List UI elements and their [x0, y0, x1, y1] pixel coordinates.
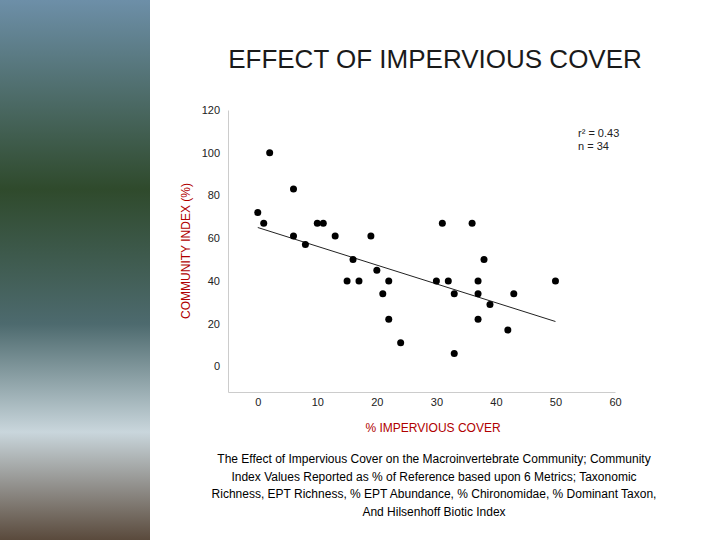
caption-line: The Effect of Impervious Cover on the Ma…	[217, 452, 650, 466]
caption-line: And Hilsenhoff Biotic Index	[362, 505, 505, 519]
point	[379, 290, 386, 297]
point	[469, 220, 476, 227]
caption-line: Index Values Reported as % of Reference …	[231, 470, 636, 484]
point	[254, 209, 261, 216]
y-tick-label: 60	[208, 232, 220, 244]
y-tick-label: 40	[208, 275, 220, 287]
y-tick: 120	[202, 104, 228, 116]
y-tick: 40	[208, 275, 228, 287]
y-tick-label: 120	[202, 104, 220, 116]
x-tick: 40	[490, 392, 502, 408]
x-tick: 60	[609, 392, 621, 408]
point	[290, 186, 297, 193]
point	[350, 256, 357, 263]
x-tick: 20	[371, 392, 383, 408]
x-tick-label: 60	[609, 396, 621, 408]
point	[290, 233, 297, 240]
x-tick-label: 20	[371, 396, 383, 408]
y-tick-label: 100	[202, 147, 220, 159]
point	[439, 220, 446, 227]
point	[320, 220, 327, 227]
y-axis-title: COMMUNITY INDEX (%)	[179, 183, 193, 319]
x-tick-label: 40	[490, 396, 502, 408]
x-axis: 0 10 20 30 40 50 60	[229, 392, 622, 408]
caption: The Effect of Impervious Cover on the Ma…	[212, 452, 657, 519]
plot-area	[254, 149, 559, 357]
y-tick: 20	[208, 318, 228, 330]
y-tick: 0	[214, 360, 228, 372]
point	[481, 256, 488, 263]
point	[385, 277, 392, 284]
slide: EFFECT OF IMPERVIOUS COVER01020304050600…	[0, 0, 720, 540]
x-tick: 10	[312, 392, 324, 408]
point	[302, 241, 309, 248]
point	[475, 277, 482, 284]
point	[266, 149, 273, 156]
y-tick: 60	[208, 232, 228, 244]
x-tick-label: 0	[255, 396, 261, 408]
point	[445, 277, 452, 284]
x-axis-line	[229, 392, 616, 393]
point	[451, 350, 458, 357]
annotation: n = 34	[578, 140, 609, 152]
y-axis-line	[228, 111, 229, 393]
point	[355, 277, 362, 284]
point	[367, 233, 374, 240]
point	[552, 277, 559, 284]
point	[504, 327, 511, 334]
y-tick-label: 80	[208, 189, 220, 201]
y-tick: 80	[208, 189, 228, 201]
point	[486, 301, 493, 308]
title: EFFECT OF IMPERVIOUS COVER	[228, 44, 642, 74]
point	[332, 233, 339, 240]
point	[373, 267, 380, 274]
trend-line	[258, 228, 556, 322]
photo-panel	[0, 0, 150, 540]
panel-edge	[150, 0, 152, 540]
x-tick: 30	[431, 392, 443, 408]
y-tick-label: 0	[214, 360, 220, 372]
x-axis-title: % IMPERVIOUS COVER	[365, 421, 500, 435]
x-tick: 50	[550, 392, 562, 408]
point	[510, 290, 517, 297]
point	[451, 290, 458, 297]
point	[475, 290, 482, 297]
point	[314, 220, 321, 227]
point	[433, 277, 440, 284]
point	[475, 316, 482, 323]
y-tick: 100	[202, 147, 228, 159]
y-axis: 0 20 40 60 80 100 120	[202, 104, 229, 392]
point	[385, 316, 392, 323]
point	[260, 220, 267, 227]
x-tick-label: 10	[312, 396, 324, 408]
x-tick-label: 30	[431, 396, 443, 408]
point	[344, 277, 351, 284]
caption-line: Richness, EPT Richness, % EPT Abundance,…	[212, 487, 657, 501]
y-tick-label: 20	[208, 318, 220, 330]
x-tick-label: 50	[550, 396, 562, 408]
x-tick: 0	[255, 392, 261, 408]
point	[397, 339, 404, 346]
annotation: r² = 0.43	[578, 127, 619, 139]
